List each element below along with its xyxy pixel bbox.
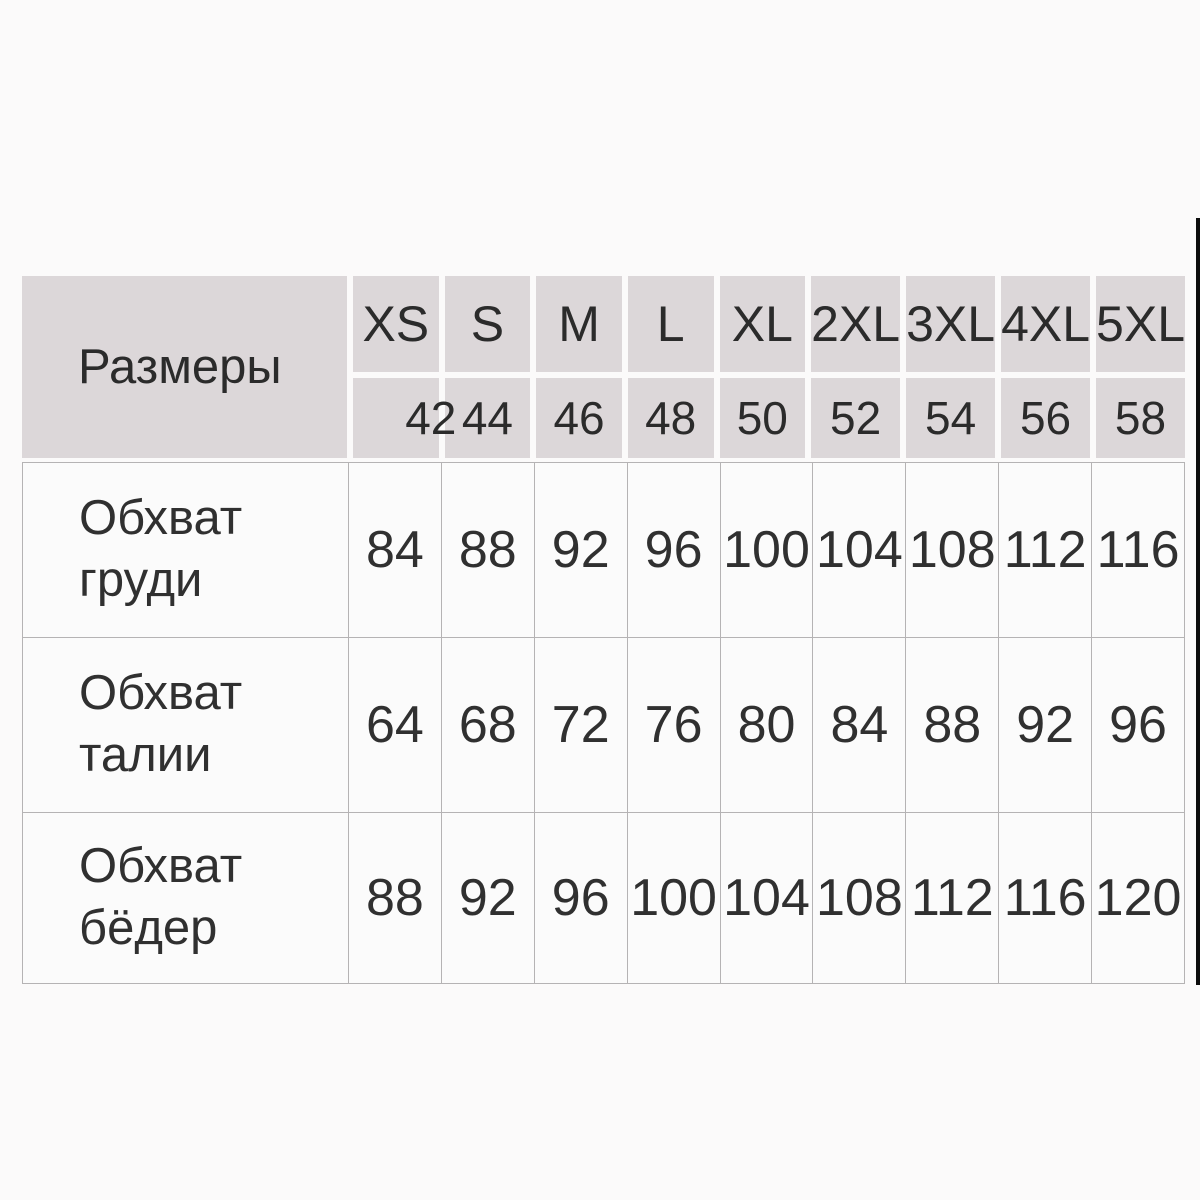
header-size-cell-m: M — [536, 276, 622, 372]
value-cell: 68 — [441, 638, 534, 812]
value-cell: 76 — [627, 638, 720, 812]
value-cell: 92 — [999, 638, 1092, 812]
row-label-chest: Обхват груди — [23, 463, 348, 637]
value-cell: 88 — [349, 813, 441, 983]
row-label-hips: Обхват бёдер — [23, 813, 348, 983]
header-rus-size-cell-42: 42 — [353, 378, 456, 458]
value-cell: 116 — [1092, 463, 1184, 637]
header-rus-size-cell-52: 52 — [811, 378, 901, 458]
value-cell: 116 — [999, 813, 1092, 983]
value-cell: 108 — [813, 813, 906, 983]
value-cell: 92 — [534, 463, 627, 637]
value-cell: 88 — [441, 463, 534, 637]
value-cell: 120 — [1092, 813, 1184, 983]
row-label-waist: Обхват талии — [23, 638, 348, 812]
value-cell: 96 — [534, 813, 627, 983]
value-cell: 84 — [813, 638, 906, 812]
value-cell: 112 — [906, 813, 999, 983]
corner-cell: Размеры — [22, 276, 347, 458]
header-rus-size-cell-58: 58 — [1096, 378, 1185, 458]
header-rus-size-cell-48: 48 — [627, 378, 714, 458]
value-cell: 96 — [1092, 638, 1184, 812]
header-rus-size-cell-44: 44 — [444, 378, 531, 458]
value-cell: 72 — [534, 638, 627, 812]
header-size-cell-2xl: 2XL — [811, 276, 901, 372]
header-size-cell-5xl: 5XL — [1096, 276, 1185, 372]
header-rus-size-cell-56: 56 — [1001, 378, 1091, 458]
header-size-cell-xl: XL — [719, 276, 806, 372]
header-size-cell-l: L — [627, 276, 714, 372]
size-table-body: Обхват груди 84 88 92 96 100 104 108 112… — [22, 462, 1185, 984]
value-cell: 108 — [906, 463, 999, 637]
value-cell: 88 — [906, 638, 999, 812]
header-rus-size-cell-50: 50 — [719, 378, 806, 458]
value-cell: 96 — [627, 463, 720, 637]
value-cell: 92 — [441, 813, 534, 983]
header-rus-size-cell-46: 46 — [536, 378, 622, 458]
header-size-cell-s: S — [444, 276, 531, 372]
header-rus-size-cell-54: 54 — [906, 378, 996, 458]
value-cell: 84 — [349, 463, 441, 637]
value-cell: 64 — [349, 638, 441, 812]
header-size-cell-3xl: 3XL — [906, 276, 996, 372]
value-cell: 112 — [999, 463, 1092, 637]
corner-label: Размеры — [78, 340, 282, 394]
size-table-header: Размеры XS S M L XL 2XL 3XL 4XL 5XL 42 4… — [22, 276, 1185, 458]
header-size-cell-xs: XS — [353, 276, 439, 372]
value-cell: 80 — [720, 638, 813, 812]
header-size-cell-4xl: 4XL — [1001, 276, 1091, 372]
value-cell: 104 — [813, 463, 906, 637]
value-cell: 104 — [720, 813, 813, 983]
right-edge-strip — [1196, 218, 1200, 985]
value-cell: 100 — [720, 463, 813, 637]
value-cell: 100 — [627, 813, 720, 983]
